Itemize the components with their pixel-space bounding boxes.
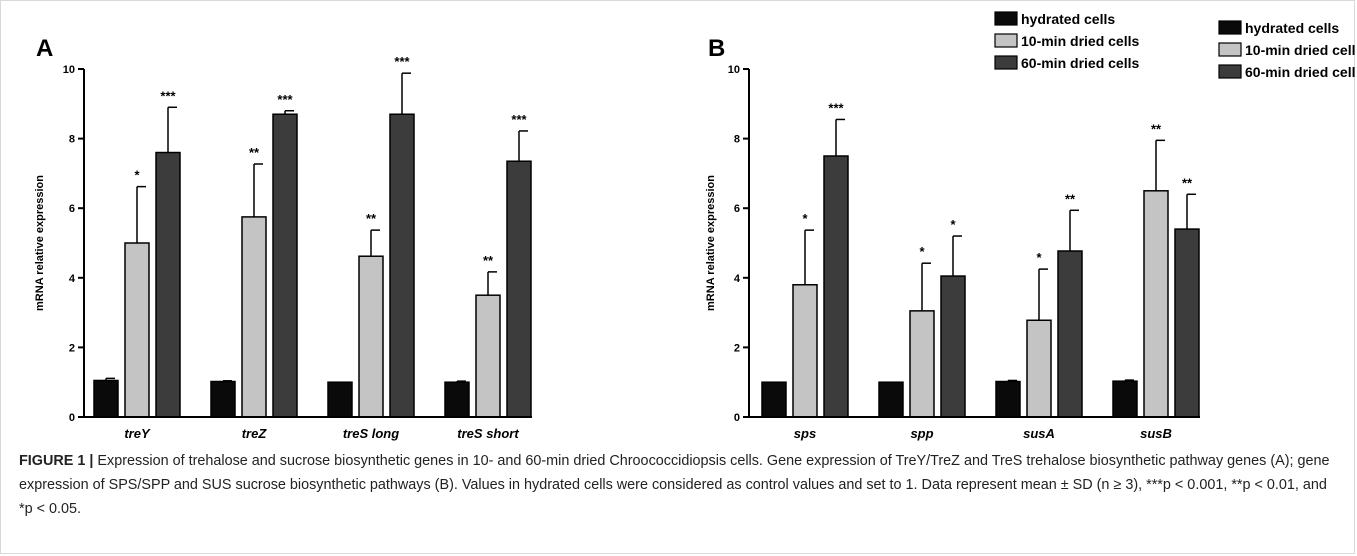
panel-b-y-label: mRNA relative expression [705,175,717,311]
panel-a-significance-stars: ** [483,253,494,268]
panel-b-legend-swatch [1218,42,1242,57]
panel-b-legend-label: 10-min dried cells [1245,42,1356,58]
panel-a-bar [506,160,532,418]
panel-a-significance-stars: *** [277,92,293,107]
panel-b-significance-stars: *** [828,100,844,115]
panel-a-y-tick-label: 10 [63,64,75,76]
panel-a-bar [358,255,384,418]
figure-caption: FIGURE 1 | Expression of trehalose and s… [19,449,1339,521]
caption-text: Expression of trehalose and sucrose bios… [19,453,1330,517]
panel-b-legend-swatch [1218,64,1242,79]
panel-a-bar [124,242,150,418]
panel-b-y-tick-label: 10 [728,64,740,76]
panel-a-significance-stars: * [134,168,140,183]
panel-b-y-tick-label: 4 [734,273,741,285]
panel-b-bar [1026,319,1052,418]
panel-b-label: B [708,35,725,62]
panel-a-bar [389,113,415,418]
panel-b-bar [1143,190,1169,418]
panel-b-x-tick-label: spp [910,426,933,441]
panel-b-y-tick-label: 2 [734,342,740,354]
panel-b-y-tick-label: 0 [734,412,740,424]
panel-b-significance-stars: * [1036,250,1042,265]
panel-b-significance-stars: * [919,244,925,259]
panel-b-y-tick-label: 6 [734,203,740,215]
panel-b-bar [761,381,787,418]
panel-b-significance-stars: * [950,217,956,232]
panel-b-significance-stars: ** [1151,121,1162,136]
panel-a-y-tick-label: 0 [69,412,75,424]
panel-b-y-tick-label: 8 [734,134,740,146]
panel-a-bar [93,379,119,418]
panel-a-significance-stars: ** [249,145,260,160]
panel-b-legend-label: 60-min dried cells [1245,64,1356,80]
panel-a-bar [272,113,298,418]
caption-label: FIGURE 1 | [19,453,94,469]
panel-b-legend-swatch [1218,20,1242,35]
panel-a-bar [210,380,236,418]
panel-b-x-tick-label: susA [1023,426,1055,441]
panel-a-legend-label: 10-min dried cells [1021,33,1139,49]
panel-a-significance-stars: *** [160,88,176,103]
panel-a-bar [475,294,501,418]
panel-a-significance-stars: ** [366,211,377,226]
panel-b-bar [995,380,1021,418]
panel-a-x-tick-label: treS short [457,426,519,441]
panel-b-significance-stars: * [802,211,808,226]
panel-a-legend-label: hydrated cells [1021,11,1115,27]
panel-b-bar [940,275,966,418]
panel-a-label: A [36,35,53,62]
panel-a-y-tick-label: 8 [69,134,75,146]
panel-b-significance-stars: ** [1182,175,1193,190]
panel-b-bar [1174,228,1200,418]
panel-a-significance-stars: *** [394,54,410,69]
panel-a-significance-stars: *** [511,112,527,127]
panel-b-x-tick-label: susB [1140,426,1172,441]
panel-a-bar [327,381,353,418]
panel-a-y-label: mRNA relative expression [34,175,46,311]
panel-b-bar [909,310,935,418]
panel-a-legend-swatch [994,33,1018,48]
panel-b-legend-label: hydrated cells [1245,20,1339,36]
panel-b-bar [1112,380,1138,418]
panel-a-y-tick-label: 2 [69,342,75,354]
panel-a-bar [241,216,267,418]
panel-a-bar [155,151,181,418]
panel-b-bar [878,381,904,418]
panel-a-y-tick-label: 4 [69,273,76,285]
panel-a-x-tick-label: treS long [343,426,399,441]
panel-a-x-tick-label: treY [124,426,151,441]
panel-a-y-tick-label: 6 [69,203,75,215]
panel-b-bar [823,155,849,418]
panel-a-legend-label: 60-min dried cells [1021,55,1139,71]
panel-b-bar [1057,250,1083,418]
panel-b-bar [792,284,818,418]
panel-b-significance-stars: ** [1065,191,1076,206]
panel-a-legend-swatch [994,55,1018,70]
panel-b-x-tick-label: sps [794,426,816,441]
panel-a-legend-swatch [994,11,1018,26]
panel-a-x-tick-label: treZ [242,426,268,441]
panel-a-bar [444,381,470,418]
